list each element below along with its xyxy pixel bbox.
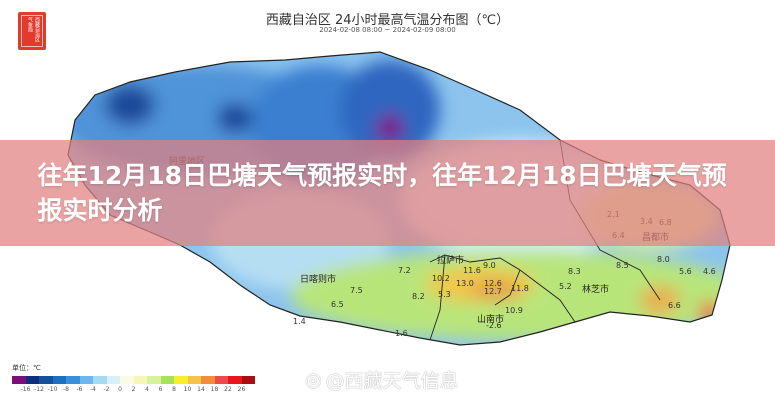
- legend-swatch: [39, 376, 53, 384]
- temperature-value: 7.2: [398, 266, 411, 275]
- temperature-value: 4.6: [703, 267, 716, 276]
- temperature-value: 8.3: [568, 267, 581, 276]
- legend-tick: 2: [131, 386, 136, 393]
- legend-swatch: [52, 376, 66, 384]
- legend-tick: 18: [210, 386, 219, 393]
- headline: 往年12月18日巴塘天气预报实时，往年12月18日巴塘天气预报实时分析: [37, 161, 727, 225]
- legend-swatch: [66, 376, 80, 384]
- temperature-value: -2.6: [486, 321, 502, 330]
- legend-swatch: [214, 376, 228, 384]
- legend-tick: -10: [47, 386, 58, 393]
- legend-swatches: [12, 376, 255, 384]
- legend-swatch: [241, 376, 255, 384]
- temperature-value: 8.0: [657, 255, 670, 264]
- city-label: 日喀则市: [300, 275, 337, 285]
- legend-swatch: [201, 376, 215, 384]
- legend: 单位：℃ -16 -12 -10 -8 -6 -4 -2 0 2 4 6 8 10 14 18 22 26: [12, 363, 255, 394]
- temperature-value: 8.5: [616, 261, 629, 270]
- temperature-value: 1.6: [395, 329, 408, 338]
- watermark-text: @西藏天气信息: [325, 370, 459, 392]
- temperature-value: 6.6: [668, 301, 681, 310]
- legend-tick: 26: [237, 386, 246, 393]
- legend-swatch: [228, 376, 242, 384]
- legend-swatch: [187, 376, 201, 384]
- legend-tick: 8: [172, 386, 176, 393]
- temperature-value: 5.2: [559, 282, 572, 291]
- legend-tick: 4: [145, 386, 149, 393]
- temperature-value: 12.7: [484, 287, 502, 296]
- temperature-value: 5.3: [438, 290, 451, 299]
- legend-tick: 0: [118, 386, 122, 393]
- legend-swatch: [120, 376, 134, 384]
- temperature-value: 1.4: [293, 317, 306, 326]
- legend-tick: -2: [103, 386, 110, 393]
- seal-text: 西藏自治区气象局: [21, 15, 43, 47]
- city-label: 林芝市: [582, 285, 610, 295]
- legend-tick: 10: [183, 386, 192, 393]
- temperature-value: 7.5: [350, 286, 363, 295]
- legend-unit: 单位：℃: [12, 364, 41, 372]
- legend-tick: -16: [20, 386, 31, 393]
- legend-tick: -8: [63, 386, 69, 393]
- temperature-value: 10.2: [432, 274, 450, 283]
- legend-tick: -6: [76, 386, 83, 393]
- legend-tick: -4: [90, 386, 96, 393]
- weibo-icon: ◎: [305, 368, 322, 391]
- temperature-value: 6.5: [331, 300, 344, 309]
- temperature-value: 11.6: [463, 266, 481, 275]
- city-label: 拉萨市: [437, 256, 465, 266]
- legend-swatch: [147, 376, 161, 384]
- map-title: 西藏自治区 24小时最高气温分布图（℃）: [265, 13, 510, 28]
- legend-swatch: [79, 376, 93, 384]
- headline-banner: 往年12月18日巴塘天气预报实时，往年12月18日巴塘天气预报实时分析: [0, 140, 775, 246]
- legend-tick: 14: [197, 386, 205, 393]
- temperature-value: 9.0: [483, 261, 496, 270]
- legend-swatch: [133, 376, 147, 384]
- city-label: 山南市: [477, 315, 505, 325]
- legend-tick: 6: [158, 386, 163, 393]
- temperature-value: 13.0: [456, 279, 474, 288]
- seal-logo: 西藏自治区气象局: [18, 12, 46, 50]
- temperature-value: 12.6: [484, 279, 502, 288]
- legend-swatch: [174, 376, 188, 384]
- map-time-range: 2024-02-08 08:00 ~ 2024-02-09 08:00: [319, 26, 456, 34]
- temperature-value: 10.9: [505, 306, 523, 315]
- legend-tick: -12: [34, 386, 44, 393]
- temperature-value: 8.2: [412, 292, 425, 301]
- temperature-value: 11.8: [511, 284, 529, 293]
- temperature-value: 5.6: [679, 267, 692, 276]
- legend-swatch: [12, 376, 26, 384]
- legend-ticks: -16 -12 -10 -8 -6 -4 -2 0 2 4 6 8 10 14 18 22 26: [12, 384, 255, 394]
- legend-swatch: [106, 376, 120, 384]
- legend-tick: 22: [224, 386, 232, 393]
- watermark: ◎ @西藏天气信息: [305, 366, 459, 393]
- legend-swatch: [93, 376, 107, 384]
- legend-swatch: [25, 376, 39, 384]
- legend-swatch: [160, 376, 174, 384]
